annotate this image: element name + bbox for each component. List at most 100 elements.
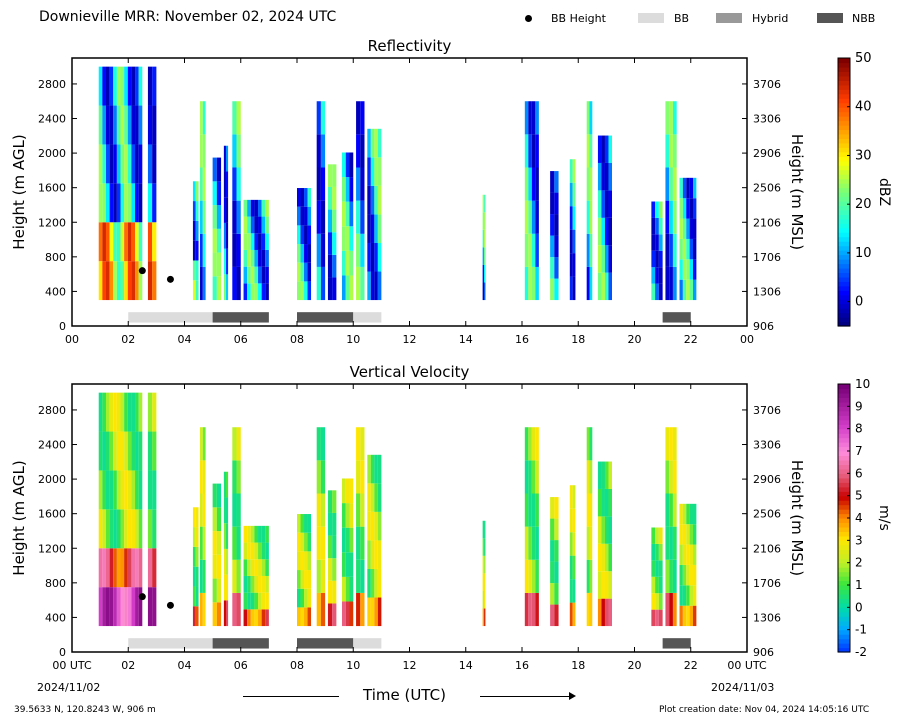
echo-cell	[658, 543, 663, 561]
echo-cell	[135, 183, 139, 223]
echo-cell	[693, 544, 697, 565]
echo-cell	[682, 524, 687, 545]
echo-cell	[370, 483, 375, 512]
echo-cell	[98, 587, 103, 627]
colorbar-cell	[838, 468, 850, 474]
echo-cell	[597, 598, 602, 627]
echo-cell	[693, 524, 697, 545]
echo-cell	[300, 588, 305, 608]
echo-cell	[349, 201, 354, 227]
echo-cell	[109, 587, 114, 627]
echo-cell	[102, 183, 106, 223]
echo-cell	[225, 548, 229, 575]
echo-cell	[265, 283, 269, 301]
colorbar-cell	[838, 616, 850, 622]
echo-cell	[307, 262, 312, 282]
colorbar-cell	[838, 535, 850, 541]
echo-cell	[524, 233, 529, 267]
y-right-tick-label: 1706	[753, 577, 781, 590]
echo-cell	[236, 592, 241, 627]
echo-cell	[665, 493, 670, 527]
echo-cell	[152, 183, 157, 223]
echo-cell	[113, 105, 117, 145]
y-right-tick-label: 2906	[753, 147, 781, 160]
echo-cell	[265, 559, 269, 576]
y-tick-label: 2000	[38, 473, 66, 486]
colorbar-cell	[838, 321, 850, 327]
echo-cell	[297, 607, 301, 627]
echo-cell	[258, 249, 262, 267]
echo-cell	[332, 232, 337, 255]
echo-cell	[212, 554, 217, 579]
echo-cell	[216, 531, 222, 555]
echo-cell	[327, 603, 333, 627]
legend-label-bb-height: BB Height	[551, 12, 606, 25]
echo-cell	[377, 271, 382, 301]
echo-cell	[195, 586, 199, 607]
echo-cell	[672, 167, 677, 201]
echo-cell	[250, 216, 255, 234]
echo-cell	[300, 225, 305, 245]
echo-cell	[682, 218, 687, 239]
echo-cell	[655, 234, 659, 251]
echo-cell	[682, 544, 687, 565]
echo-cell	[345, 503, 350, 528]
echo-cell	[604, 162, 609, 191]
echo-cell	[482, 247, 485, 265]
colorbar-cell	[838, 602, 850, 608]
echo-cell	[356, 427, 361, 461]
echo-cell	[682, 503, 687, 525]
echo-cell	[693, 279, 697, 301]
colorbar-frame	[837, 57, 851, 327]
echo-cell	[651, 609, 656, 627]
echo-cell	[102, 509, 106, 549]
echo-cell	[327, 512, 333, 536]
echo-cell	[672, 460, 677, 494]
echo-cell	[138, 587, 143, 627]
colorbar-cell	[838, 406, 850, 412]
echo-cell	[589, 559, 593, 593]
echo-cell	[356, 592, 361, 627]
echo-cell	[316, 460, 321, 494]
echo-cell	[135, 105, 139, 145]
echo-cell	[261, 542, 266, 560]
echo-cell	[531, 233, 536, 267]
echo-cell	[689, 238, 693, 260]
echo-cell	[360, 526, 365, 560]
echo-cell	[524, 266, 529, 301]
echo-cell	[524, 526, 529, 560]
echo-cell	[658, 593, 663, 610]
echo-cell	[524, 167, 529, 201]
colorbar-cell	[838, 111, 850, 117]
colorbar-cell	[838, 276, 850, 282]
echo-cell	[199, 266, 203, 301]
colorbar-cell	[838, 312, 850, 318]
echo-cell	[686, 564, 690, 586]
echo-cell	[250, 249, 255, 267]
echo-cell	[360, 101, 365, 135]
echo-cell	[138, 431, 143, 471]
echo-cell	[531, 460, 536, 494]
echo-cell	[320, 200, 326, 234]
colorbar-cell	[838, 62, 850, 68]
colorbar-cell	[838, 567, 850, 573]
colorbar-cell	[838, 576, 850, 582]
echo-cell	[679, 238, 683, 260]
echo-cell	[349, 503, 354, 528]
colorbar-cell	[838, 236, 850, 242]
colorbar-cell	[838, 415, 850, 421]
echo-cell	[113, 431, 117, 471]
colorbar-cell	[838, 142, 850, 148]
echo-cell	[116, 431, 121, 471]
echo-cell	[304, 188, 308, 207]
colorbar-cell	[838, 446, 850, 452]
echo-cell	[569, 159, 573, 183]
echo-cell	[192, 220, 196, 241]
echo-cell	[152, 587, 157, 627]
echo-cell	[304, 607, 308, 627]
echo-cell	[113, 261, 117, 301]
panel-title: Reflectivity	[368, 37, 452, 55]
echo-cell	[216, 276, 222, 301]
echo-cell	[597, 543, 602, 572]
echo-cell	[258, 233, 262, 250]
